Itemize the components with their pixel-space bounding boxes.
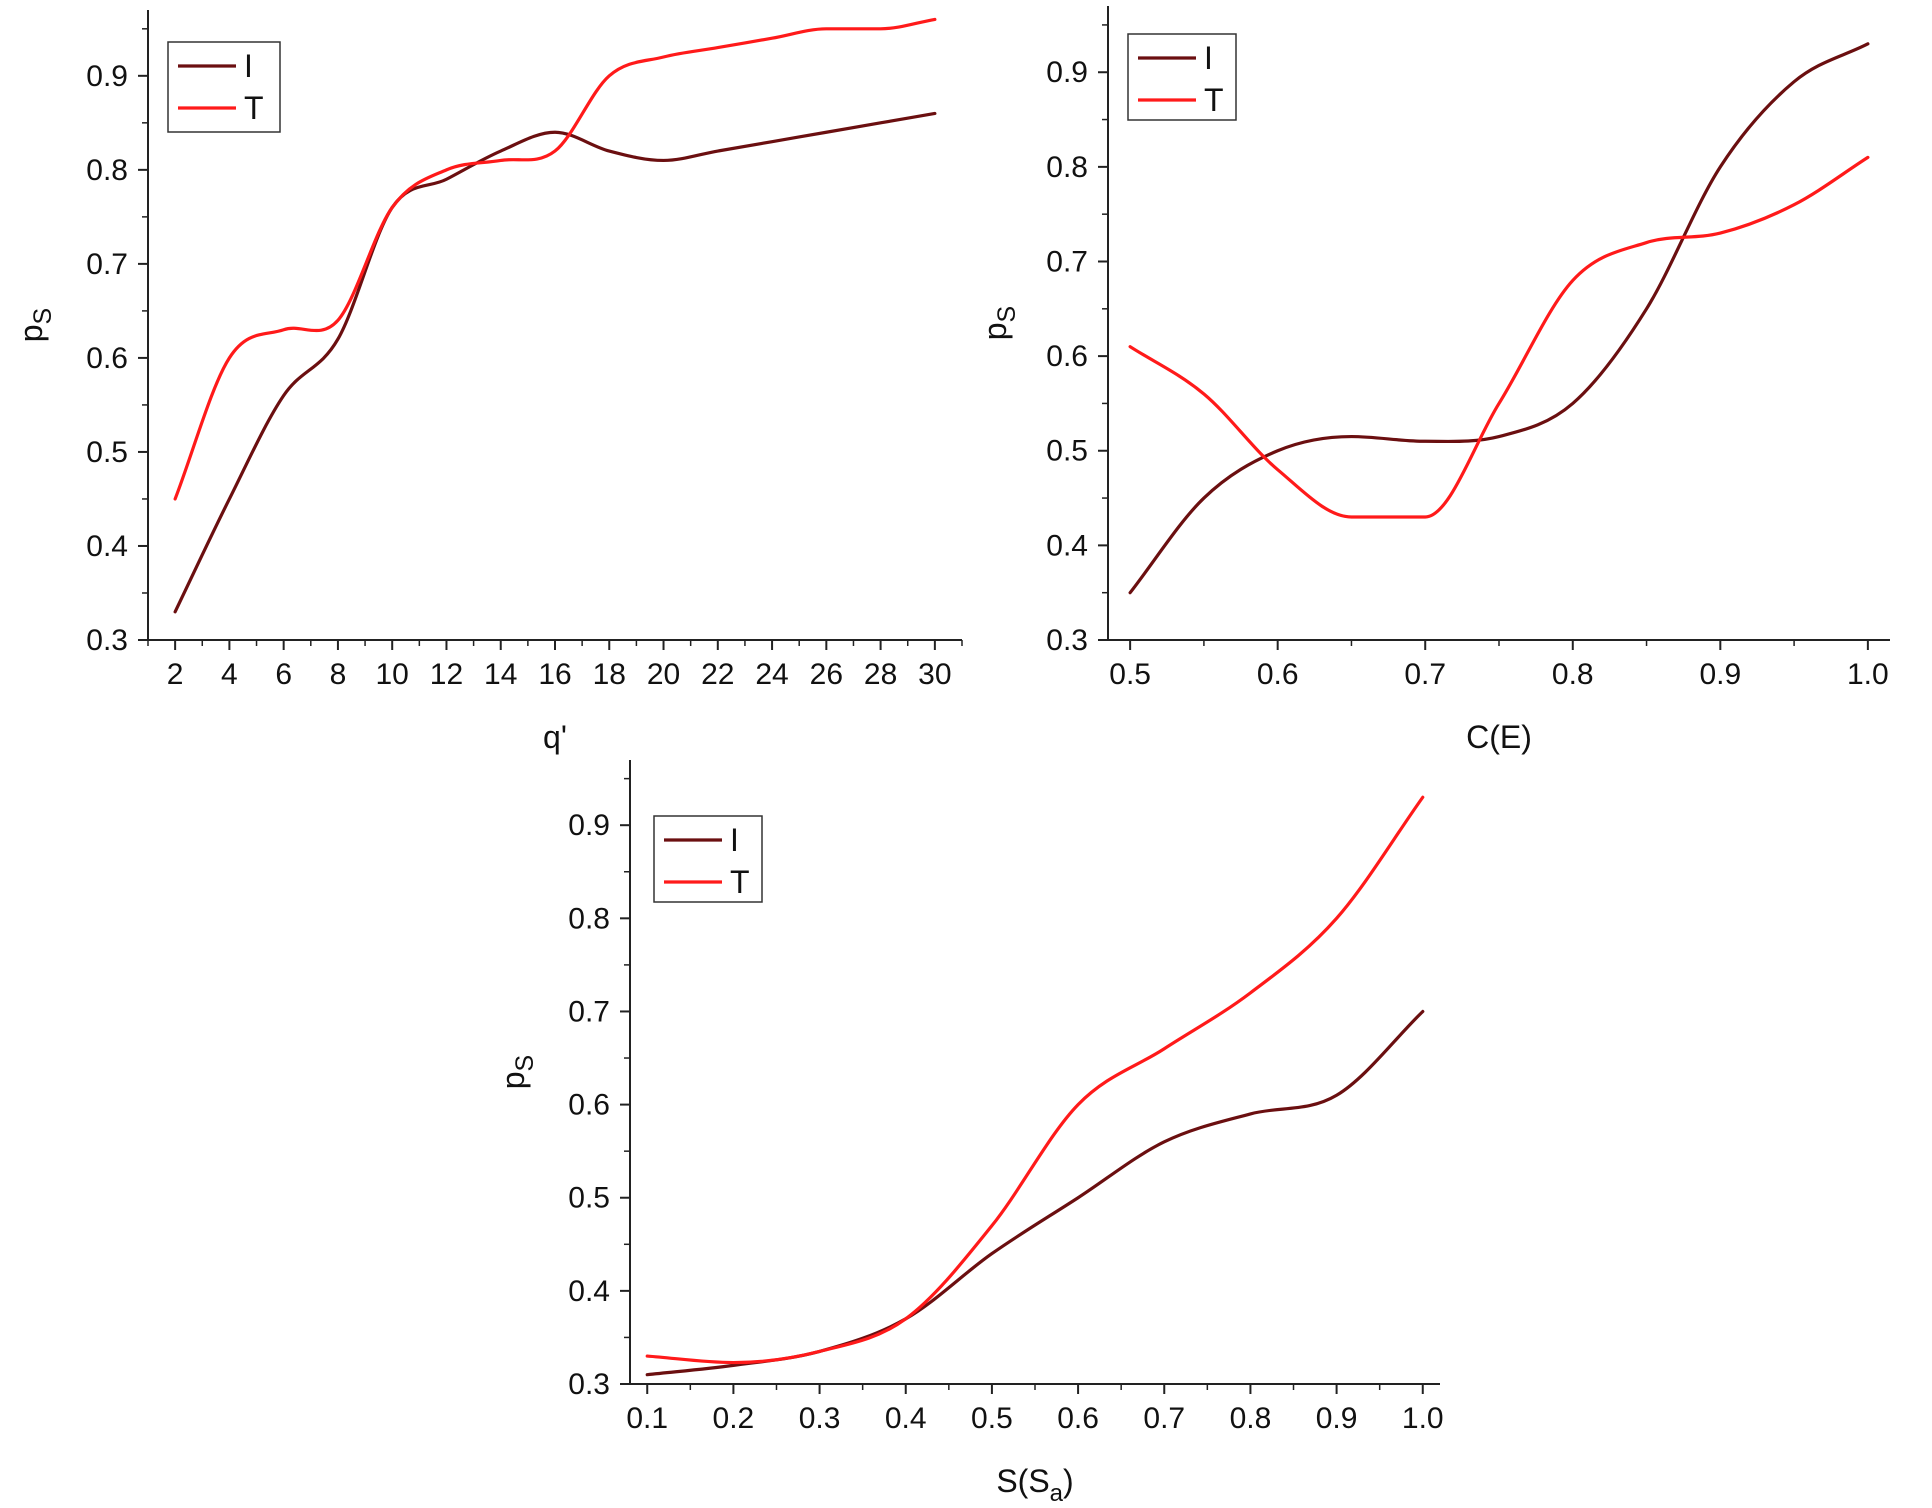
x-tick-label: 0.5 — [971, 1402, 1013, 1435]
y-tick-label: 0.4 — [86, 530, 128, 563]
x-tick-label: 1.0 — [1402, 1402, 1444, 1435]
x-tick-label: 0.9 — [1699, 658, 1741, 691]
x-axis-title: q' — [543, 719, 567, 755]
series-line-I — [1128, 42, 1870, 595]
x-tick-label: 20 — [647, 658, 680, 691]
y-tick-label: 0.5 — [568, 1182, 610, 1215]
x-tick-label: 26 — [810, 658, 843, 691]
chart-panel-3: 0.3 0.4 0.5 0.6 0.7 0.8 0.9 0.1 0.2 0.3 0.4 0.5 0.6 0… — [495, 760, 1444, 1507]
legend: IT — [1127, 33, 1237, 121]
x-tick-label: 0.9 — [1316, 1402, 1358, 1435]
x-tick-label: 22 — [701, 658, 734, 691]
y-tick-label: 0.3 — [86, 624, 128, 657]
x-tick-label: 16 — [538, 658, 571, 691]
x-axis-title: S(Sa) — [996, 1463, 1073, 1507]
x-tick-label: 14 — [484, 658, 517, 691]
x-tick-label: 1.0 — [1847, 658, 1889, 691]
x-tick-label: 0.6 — [1257, 658, 1299, 691]
x-tick-label: 4 — [221, 658, 238, 691]
y-tick-label: 0.6 — [86, 342, 128, 375]
legend-label-I: I — [244, 48, 253, 84]
x-tick-label: 0.7 — [1143, 1402, 1185, 1435]
legend-box — [653, 815, 763, 903]
y-tick-label: 0.6 — [1046, 340, 1088, 373]
y-tick-label: 0.4 — [1046, 529, 1088, 562]
y-tick-label: 0.9 — [86, 60, 128, 93]
x-tick-label: 0.3 — [799, 1402, 841, 1435]
series-line-T — [645, 795, 1425, 1365]
y-tick-label: 0.3 — [1046, 624, 1088, 657]
x-tick-label: 0.6 — [1057, 1402, 1099, 1435]
y-tick-label: 0.8 — [1046, 151, 1088, 184]
chart-panel-1: 0.30.40.50.60.70.80.92 4 6 8 10 12 14 16 18 20 22 2… — [13, 10, 963, 755]
x-tick-label: 8 — [330, 658, 347, 691]
series-line-I — [645, 1009, 1425, 1377]
x-tick-label: 0.4 — [885, 1402, 927, 1435]
x-tick-label: 28 — [864, 658, 897, 691]
y-tick-label: 0.6 — [568, 1089, 610, 1122]
y-tick-label: 0.3 — [568, 1368, 610, 1401]
x-axis-title: C(E) — [1466, 719, 1532, 755]
x-tick-label: 12 — [430, 658, 463, 691]
x-tick-label: 6 — [275, 658, 292, 691]
x-tick-label: 0.5 — [1109, 658, 1151, 691]
series-line-T — [173, 17, 937, 501]
legend-label-I: I — [730, 822, 739, 858]
legend-box — [167, 41, 281, 133]
x-tick-label: 0.1 — [626, 1402, 668, 1435]
legend-label-I: I — [1204, 40, 1213, 76]
y-tick-label: 0.7 — [86, 248, 128, 281]
y-axis-title: pS — [977, 306, 1021, 340]
y-tick-label: 0.7 — [568, 995, 610, 1028]
legend-label-T: T — [244, 90, 264, 126]
x-tick-label: 18 — [593, 658, 626, 691]
y-tick-label: 0.9 — [568, 809, 610, 842]
y-tick-label: 0.8 — [86, 154, 128, 187]
legend-label-T: T — [730, 864, 750, 900]
y-axis-title: pS — [13, 308, 57, 342]
x-tick-label: 0.8 — [1552, 658, 1594, 691]
y-tick-label: 0.7 — [1046, 245, 1088, 278]
x-tick-label: 0.2 — [713, 1402, 755, 1435]
series-line-T — [1128, 155, 1870, 519]
x-tick-label: 0.7 — [1404, 658, 1446, 691]
legend-label-T: T — [1204, 82, 1224, 118]
y-tick-label: 0.8 — [568, 902, 610, 935]
y-tick-label: 0.5 — [86, 436, 128, 469]
legend: IT — [653, 815, 763, 903]
chart-panel-2: 0.3 0.4 0.5 0.6 0.7 0.8 0.9 0.5 0.6 0.7 0.8 0.9 1.0 I… — [977, 6, 1890, 755]
y-tick-label: 0.5 — [1046, 435, 1088, 468]
x-tick-label: 30 — [918, 658, 951, 691]
y-tick-label: 0.4 — [568, 1275, 610, 1308]
y-tick-label: 0.9 — [1046, 56, 1088, 89]
series-line-I — [173, 111, 937, 614]
y-axis-title: pS — [495, 1055, 539, 1089]
legend-box — [1127, 33, 1237, 121]
x-tick-label: 24 — [755, 658, 788, 691]
x-tick-label: 10 — [376, 658, 409, 691]
x-tick-label: 2 — [167, 658, 184, 691]
legend: IT — [167, 41, 281, 133]
x-tick-label: 0.8 — [1230, 1402, 1272, 1435]
